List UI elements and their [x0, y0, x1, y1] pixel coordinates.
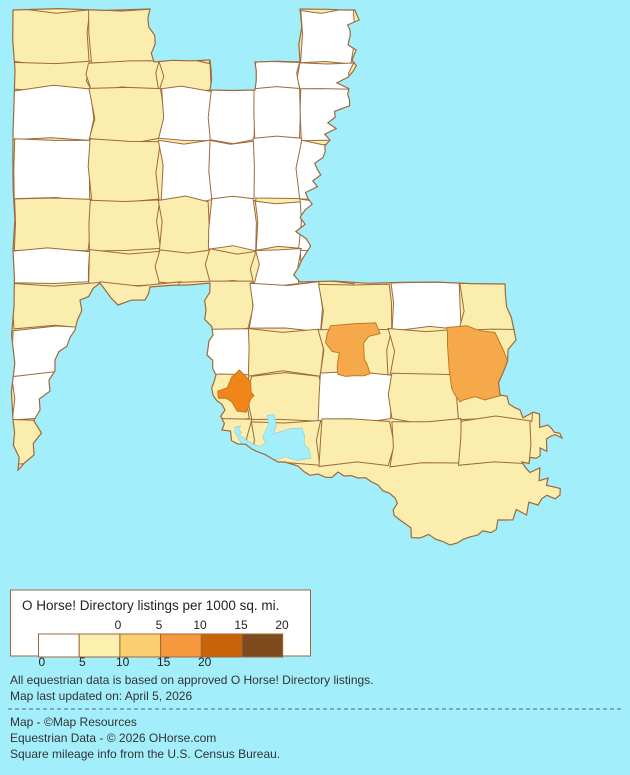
svg-text:Square mileage info from the U: Square mileage info from the U.S. Census…: [10, 747, 280, 761]
svg-text:0: 0: [115, 618, 122, 632]
svg-text:20: 20: [275, 618, 289, 632]
svg-text:0: 0: [39, 655, 46, 669]
svg-text:5: 5: [156, 618, 163, 632]
svg-text:10: 10: [193, 618, 207, 632]
svg-text:15: 15: [157, 655, 171, 669]
svg-text:Map last updated on: April 5,: Map last updated on: April 5, 2026: [10, 689, 192, 703]
svg-text:O Horse! Directory listings pe: O Horse! Directory listings per 1000 sq.…: [22, 598, 279, 613]
svg-text:All equestrian data is based o: All equestrian data is based on approved…: [10, 673, 374, 687]
svg-text:Map - ©Map Resources: Map - ©Map Resources: [10, 715, 137, 729]
svg-text:20: 20: [198, 655, 212, 669]
svg-text:Equestrian Data - © 2026 OHors: Equestrian Data - © 2026 OHorse.com: [10, 731, 216, 745]
svg-text:10: 10: [116, 655, 130, 669]
svg-text:15: 15: [234, 618, 248, 632]
svg-text:5: 5: [79, 655, 86, 669]
